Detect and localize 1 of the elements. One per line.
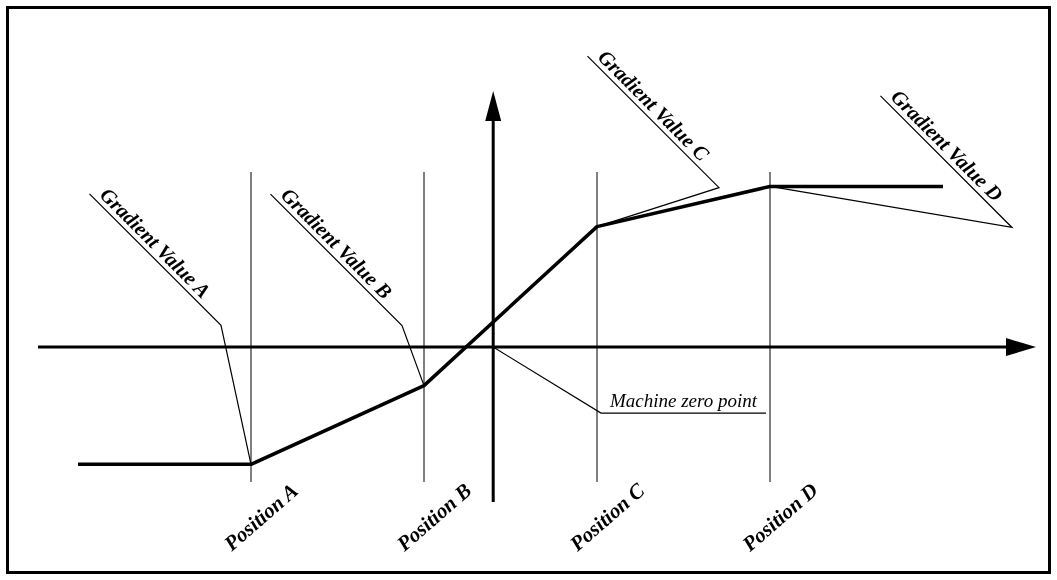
annotation: Machine zero point [608, 390, 758, 412]
